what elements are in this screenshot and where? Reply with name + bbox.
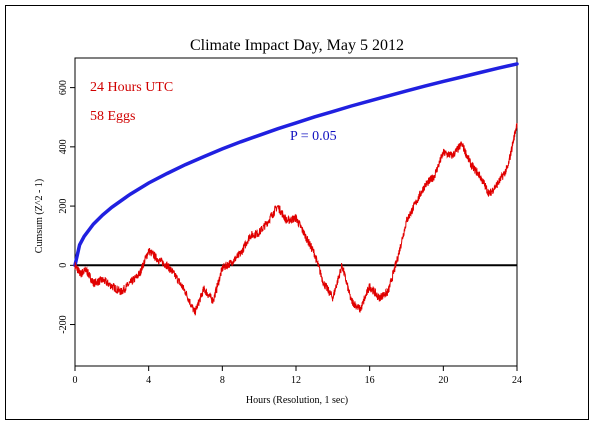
- y-axis-label: Cumsum (Z^2 - 1): [34, 179, 45, 253]
- x-axis-label: Hours (Resolution, 1 sec): [246, 395, 348, 406]
- y-tick-label: 400: [58, 139, 69, 154]
- y-tick-label: 200: [58, 199, 69, 214]
- x-tick-label: 0: [73, 375, 78, 386]
- plot-area: [74, 57, 518, 367]
- x-tick-label: 12: [291, 375, 301, 386]
- x-tick-label: 16: [365, 375, 375, 386]
- chart-title: Climate Impact Day, May 5 2012: [190, 37, 404, 54]
- x-axis-ticks: 0 4 8 12 16 20 24: [73, 366, 522, 386]
- chart-frame: [5, 5, 589, 420]
- x-tick-label: 4: [146, 375, 151, 386]
- annotation-eggs: 58 Eggs: [90, 109, 136, 124]
- y-tick-label: -200: [58, 315, 69, 333]
- y-tick-label: 0: [58, 263, 69, 268]
- y-axis-ticks: -200 0 200 400 600: [58, 80, 75, 334]
- x-tick-label: 24: [512, 375, 522, 386]
- probability-envelope-line: [73, 62, 519, 268]
- annotation-probability: P = 0.05: [290, 129, 337, 144]
- cumulative-deviation-line: [74, 123, 518, 316]
- annotation-hours: 24 Hours UTC: [90, 80, 173, 95]
- x-tick-label: 8: [220, 375, 225, 386]
- y-tick-label: 600: [58, 80, 69, 95]
- x-tick-label: 20: [438, 375, 448, 386]
